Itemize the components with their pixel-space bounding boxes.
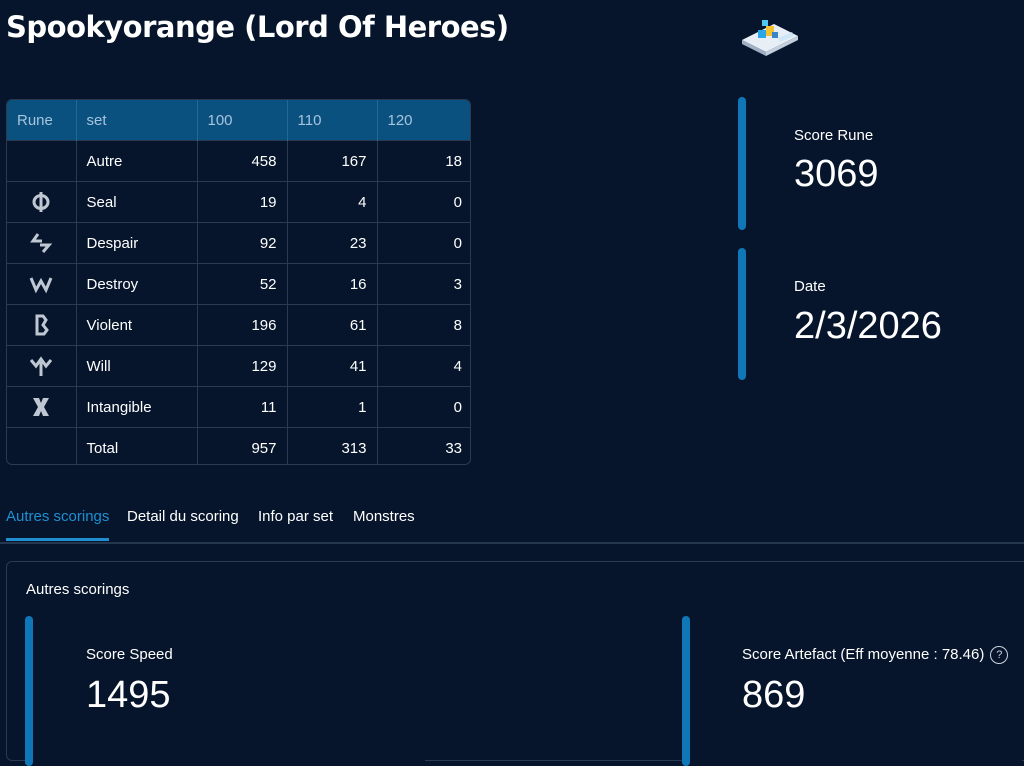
table-row: Destroy 52 16 3 (7, 263, 470, 305)
count-110: 16 (287, 263, 378, 305)
count-100: 196 (197, 304, 288, 346)
score-rune-label: Score Rune (794, 127, 874, 144)
score-speed-label: Score Speed (86, 646, 173, 663)
count-110: 23 (287, 222, 378, 264)
set-name: Destroy (76, 263, 198, 305)
rune-table: Rune set 100 110 120 Autre 458 167 18 (6, 99, 471, 465)
date-card: Date 2/3/2026 (738, 248, 1018, 380)
count-120: 3 (377, 263, 470, 305)
rune-icon-cell (7, 427, 77, 464)
rune-icon-cell (7, 345, 77, 387)
accent-bar (682, 616, 690, 766)
score-speed-value: 1495 (86, 674, 171, 716)
count-120: 8 (377, 304, 470, 346)
count-120: 4 (377, 345, 470, 387)
table-row: Violent 196 61 8 (7, 304, 470, 346)
column-header-set[interactable]: set (76, 100, 198, 141)
set-name: Intangible (76, 386, 198, 428)
score-rune-card: Score Rune 3069 (738, 97, 1018, 230)
column-header-110[interactable]: 110 (287, 100, 378, 141)
page-title: Spookyorange (Lord Of Heroes) (6, 10, 509, 44)
rune-icon-cell (7, 386, 77, 428)
table-row: Intangible 11 1 0 (7, 386, 470, 428)
count-120: 0 (377, 222, 470, 264)
rune-icon-cell (7, 263, 77, 305)
active-tab-indicator (6, 538, 109, 541)
rune-icon-cell (7, 181, 77, 223)
count-120: 0 (377, 386, 470, 428)
tab-monstres[interactable]: Monstres (353, 508, 415, 525)
date-label: Date (794, 278, 826, 295)
tab-detail-du-scoring[interactable]: Detail du scoring (127, 508, 239, 525)
score-artefact-label-row: Score Artefact (Eff moyenne : 78.46)? (742, 646, 1009, 664)
count-100: 11 (197, 386, 288, 428)
column-header-120[interactable]: 120 (377, 100, 470, 141)
rune-icon-cell (7, 304, 77, 346)
count-100: 957 (197, 427, 288, 464)
intangible-rune-icon (33, 398, 50, 416)
set-name: Violent (76, 304, 198, 346)
rune-icon-cell (7, 222, 77, 264)
score-artefact-label: Score Artefact (Eff moyenne : 78.46) (742, 646, 985, 663)
count-100: 458 (197, 140, 288, 182)
count-120: 18 (377, 140, 470, 182)
table-row: Despair 92 23 0 (7, 222, 470, 264)
count-110: 4 (287, 181, 378, 223)
help-icon[interactable]: ? (990, 646, 1009, 664)
table-row: Seal 19 4 0 (7, 181, 470, 223)
count-110: 167 (287, 140, 378, 182)
panel-title: Autres scorings (26, 581, 130, 598)
accent-bar (25, 616, 33, 766)
score-artefact-value: 869 (742, 674, 806, 716)
table-row: Will 129 41 4 (7, 345, 470, 387)
column-header-rune[interactable]: Rune (7, 100, 77, 141)
table-row: Autre 458 167 18 (7, 140, 470, 182)
rune-icon-cell (7, 140, 77, 182)
tab-info-par-set[interactable]: Info par set (258, 508, 334, 525)
score-artefact-card: Score Artefact (Eff moyenne : 78.46)? 86… (682, 616, 1022, 766)
destroy-rune-icon (29, 277, 53, 294)
table-row-total: Total 957 313 33 (7, 427, 470, 464)
count-100: 92 (197, 222, 288, 264)
table-header-row: Rune set 100 110 120 (7, 100, 470, 141)
tab-autres-scorings[interactable]: Autres scorings (6, 508, 110, 525)
count-110: 1 (287, 386, 378, 428)
violent-rune-icon (35, 314, 50, 336)
count-100: 19 (197, 181, 288, 223)
column-header-100[interactable]: 100 (197, 100, 288, 141)
accent-bar (738, 97, 746, 230)
set-name: Total (76, 427, 198, 464)
seal-rune-icon (32, 192, 50, 212)
count-120: 0 (377, 181, 470, 223)
count-110: 61 (287, 304, 378, 346)
set-name: Despair (76, 222, 198, 264)
score-rune-value: 3069 (794, 153, 879, 195)
autres-scorings-panel: Autres scorings Score Speed 1495 Score A… (6, 561, 1024, 766)
despair-rune-icon (30, 233, 53, 253)
count-110: 313 (287, 427, 378, 464)
set-name: Will (76, 345, 198, 387)
count-110: 41 (287, 345, 378, 387)
count-100: 52 (197, 263, 288, 305)
date-value: 2/3/2026 (794, 305, 942, 347)
count-100: 129 (197, 345, 288, 387)
tab-bar: Autres scorings Detail du scoring Info p… (0, 500, 1024, 544)
will-rune-icon (30, 356, 53, 376)
accent-bar (738, 248, 746, 380)
count-120: 33 (377, 427, 470, 464)
set-name: Seal (76, 181, 198, 223)
app-logo-icon (742, 20, 798, 56)
set-name: Autre (76, 140, 198, 182)
score-speed-card: Score Speed 1495 (25, 616, 425, 766)
